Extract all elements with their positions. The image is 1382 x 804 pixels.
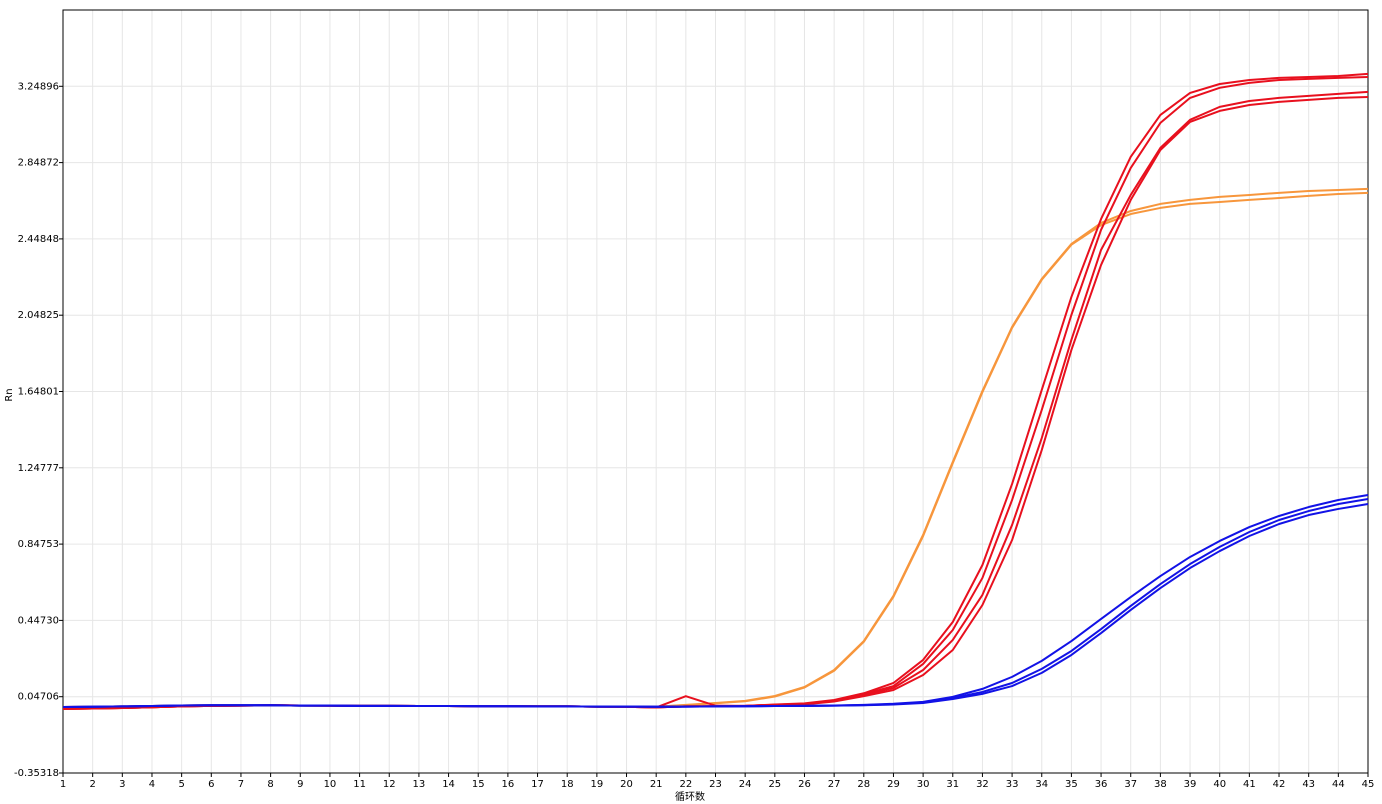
series-line [62,502,1369,709]
x-tick-label: 11 [353,779,366,790]
x-tick-label: 36 [1095,779,1108,790]
x-tick-label: 5 [178,779,184,790]
x-tick-label: 42 [1273,779,1286,790]
x-tick-label: 22 [679,779,692,790]
x-tick-label: 14 [442,779,455,790]
x-tick-label: 23 [709,779,722,790]
y-tick-label: 0.44730 [18,615,59,626]
x-tick-label: 32 [976,779,989,790]
x-tick-label: 25 [768,779,781,790]
x-tick-label: 29 [887,779,900,790]
x-tick-label: 28 [857,779,870,790]
x-tick-label: 6 [208,779,214,790]
x-tick-label: 15 [472,779,485,790]
x-tick-label: 44 [1332,779,1345,790]
x-tick-label: 27 [828,779,841,790]
x-tick-label: 8 [267,779,273,790]
x-tick-label: 17 [531,779,544,790]
x-tick-label: 45 [1362,779,1375,790]
x-tick-label: 2 [89,779,95,790]
x-tick-label: 12 [383,779,396,790]
x-tick-label: 37 [1124,779,1137,790]
y-tick-label: 2.84872 [18,158,59,169]
x-tick-label: 41 [1243,779,1256,790]
x-tick-label: 24 [739,779,752,790]
x-tick-label: 30 [917,779,930,790]
y-tick-label: -0.35318 [14,768,59,779]
x-tick-label: 18 [561,779,574,790]
x-tick-label: 3 [119,779,125,790]
x-tick-label: 20 [620,779,633,790]
x-tick-label: 21 [650,779,663,790]
x-axis-label: 循环数 [675,790,705,803]
x-tick-label: 10 [324,779,337,790]
x-tick-label: 4 [149,779,155,790]
y-tick-label: 2.44848 [18,234,59,245]
y-tick-label: 3.24896 [18,81,59,92]
x-tick-label: 9 [297,779,303,790]
y-tick-label: 2.04825 [18,310,59,321]
y-tick-label: 0.04706 [18,692,59,703]
y-tick-label: 0.84753 [18,539,59,550]
x-tick-label: 35 [1065,779,1078,790]
y-tick-label: 1.64801 [18,387,59,398]
x-tick-label: 39 [1184,779,1197,790]
x-tick-label: 34 [1035,779,1048,790]
x-tick-label: 19 [590,779,603,790]
y-tick-label: 1.24777 [18,463,59,474]
x-tick-label: 16 [502,779,515,790]
x-tick-label: 7 [238,779,244,790]
x-tick-label: 33 [1006,779,1019,790]
x-tick-label: 38 [1154,779,1167,790]
x-tick-label: 40 [1213,779,1226,790]
plot-border [62,9,1369,774]
x-tick-label: 26 [798,779,811,790]
x-tick-label: 31 [946,779,959,790]
y-axis-label: Rn [4,388,15,401]
x-tick-label: 13 [413,779,426,790]
x-tick-label: 43 [1302,779,1315,790]
x-tick-label: 1 [60,779,66,790]
